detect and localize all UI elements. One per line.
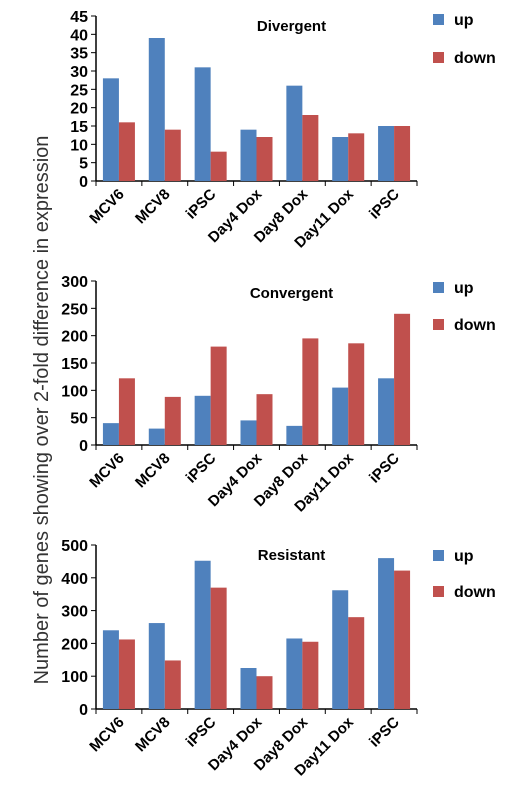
legend-swatch-up: [433, 14, 444, 25]
x-tick-label: MCV6: [86, 450, 127, 491]
y-tick-label: 30: [70, 64, 88, 81]
y-tick-label: 35: [70, 46, 88, 63]
bar-up: [240, 668, 257, 709]
x-tick-label: iPSC: [366, 714, 403, 751]
y-tick-label: 200: [61, 329, 88, 346]
bar-down: [302, 115, 319, 181]
legend-swatch-down: [433, 319, 444, 330]
bar-down: [394, 570, 411, 709]
y-tick-label: 150: [61, 356, 88, 373]
x-tick-label: iPSC: [183, 714, 220, 751]
bar-up: [332, 590, 349, 709]
bar-down: [118, 122, 135, 181]
x-tick-label: MCV8: [132, 450, 173, 491]
bar-down: [348, 133, 365, 181]
chart-title: Divergent: [257, 18, 326, 35]
bar-down: [348, 617, 365, 709]
bar-up: [332, 137, 349, 181]
bar-up: [378, 558, 395, 709]
legend-label-down: down: [454, 50, 496, 67]
y-tick-label: 100: [61, 669, 88, 686]
bar-up: [240, 129, 257, 181]
bar-down: [302, 641, 319, 709]
bar-up: [286, 425, 303, 445]
bar-up: [102, 630, 119, 709]
bar-down: [256, 676, 273, 709]
y-tick-label: 25: [70, 82, 88, 99]
y-tick-label: 0: [79, 702, 88, 719]
x-tick-label: iPSC: [183, 186, 220, 223]
x-tick-label: iPSC: [366, 450, 403, 487]
bar-down: [118, 639, 135, 709]
y-tick-label: 200: [61, 636, 88, 653]
x-tick-label: MCV8: [132, 186, 173, 227]
bar-up: [194, 395, 211, 445]
x-tick-label: iPSC: [183, 450, 220, 487]
y-tick-label: 250: [61, 301, 88, 318]
legend-label-up: up: [454, 280, 474, 297]
y-tick-label: 300: [61, 604, 88, 621]
bar-down: [394, 313, 411, 445]
y-tick-label: 20: [70, 101, 88, 118]
legend-label-up: up: [454, 548, 474, 565]
bar-down: [256, 137, 273, 181]
bar-down: [210, 587, 227, 709]
bar-down: [348, 343, 365, 445]
x-tick-label: MCV6: [86, 186, 127, 227]
bar-up: [102, 423, 119, 445]
x-tick-label: MCV8: [132, 714, 173, 755]
bar-up: [286, 85, 303, 181]
bar-up: [378, 378, 395, 445]
y-tick-label: 10: [70, 137, 88, 154]
y-tick-label: 5: [79, 156, 88, 173]
legend-swatch-down: [433, 586, 444, 597]
y-tick-label: 45: [70, 9, 88, 26]
y-tick-label: 100: [61, 383, 88, 400]
legend-label-up: up: [454, 12, 474, 29]
x-tick-label: MCV6: [86, 714, 127, 755]
y-tick-label: 0: [79, 174, 88, 191]
legend-label-down: down: [454, 317, 496, 334]
x-tick-label: iPSC: [366, 186, 403, 223]
legend-swatch-up: [433, 550, 444, 561]
y-tick-label: 500: [61, 538, 88, 555]
bar-up: [194, 560, 211, 709]
bar-up: [332, 387, 349, 445]
bar-up: [102, 78, 119, 181]
bar-down: [302, 338, 319, 445]
y-tick-label: 50: [70, 411, 88, 428]
y-tick-label: 15: [70, 119, 88, 136]
bar-up: [194, 67, 211, 181]
y-axis-label: Number of genes showing over 2-fold diff…: [31, 136, 53, 685]
bar-down: [210, 151, 227, 181]
bar-up: [148, 38, 165, 181]
legend-swatch-up: [433, 282, 444, 293]
y-tick-label: 0: [79, 438, 88, 455]
y-tick-label: 40: [70, 27, 88, 44]
bar-down: [210, 346, 227, 445]
legend-swatch-down: [433, 52, 444, 63]
bar-up: [148, 428, 165, 445]
chart-title: Resistant: [258, 547, 326, 564]
y-tick-label: 400: [61, 571, 88, 588]
bar-up: [148, 623, 165, 709]
bar-up: [378, 126, 395, 181]
legend-label-down: down: [454, 584, 496, 601]
bar-down: [164, 660, 181, 709]
bar-up: [286, 638, 303, 709]
bar-up: [240, 420, 257, 445]
bar-down: [394, 126, 411, 181]
bar-down: [164, 396, 181, 445]
bar-down: [256, 394, 273, 445]
bar-down: [118, 378, 135, 445]
chart-title: Convergent: [250, 285, 333, 302]
y-tick-label: 300: [61, 274, 88, 291]
bar-down: [164, 129, 181, 181]
